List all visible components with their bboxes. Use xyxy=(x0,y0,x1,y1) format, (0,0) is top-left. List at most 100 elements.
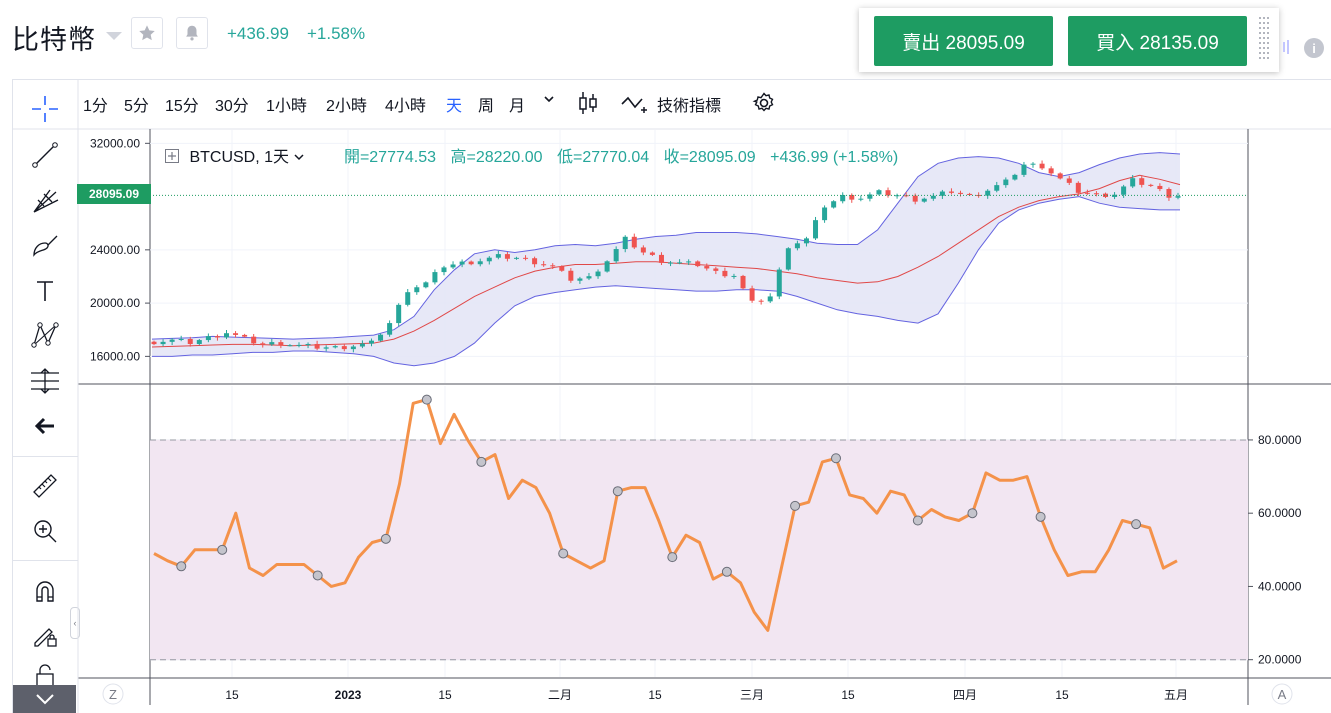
chevron-down-icon[interactable] xyxy=(106,32,122,40)
interval-4[interactable]: 1小時 xyxy=(266,98,307,115)
legend-expand-icon[interactable] xyxy=(165,149,179,163)
candle-body xyxy=(604,261,610,272)
candle-body xyxy=(396,304,402,324)
interval-7[interactable]: 天 xyxy=(446,98,463,115)
fib-fan-icon[interactable] xyxy=(26,184,64,218)
collapse-toolbar-button[interactable] xyxy=(13,685,76,713)
candle-body xyxy=(305,343,311,345)
candle-body xyxy=(921,198,927,202)
indicators-button[interactable]: 技術指標 xyxy=(657,98,722,115)
rsi-marker xyxy=(380,533,391,544)
ruler-icon[interactable] xyxy=(26,469,64,503)
candle-body xyxy=(1048,168,1054,174)
unlock-icon[interactable] xyxy=(26,664,64,686)
rsi-marker xyxy=(312,570,323,581)
candle-body xyxy=(495,254,501,258)
crosshair-icon[interactable] xyxy=(26,92,64,126)
legend-high: 高=28220.00 xyxy=(450,149,543,166)
interval-3[interactable]: 30分 xyxy=(215,98,249,115)
candle-body xyxy=(867,194,873,199)
interval-5[interactable]: 2小時 xyxy=(326,98,367,115)
candle-body xyxy=(695,261,701,267)
candle-body xyxy=(1166,189,1172,198)
time-tick-label: 五月 xyxy=(1164,688,1188,702)
interval-2[interactable]: 15分 xyxy=(165,98,199,115)
candle-body xyxy=(1030,163,1036,165)
candlestick-type-icon[interactable] xyxy=(578,90,598,121)
interval-1[interactable]: 5分 xyxy=(124,98,149,115)
candle-body xyxy=(930,195,936,199)
interval-8[interactable]: 周 xyxy=(478,98,495,115)
forecast-tool-icon[interactable] xyxy=(26,364,64,398)
text-tool-icon[interactable] xyxy=(26,274,64,308)
indicators-icon[interactable] xyxy=(620,94,654,119)
candle-body xyxy=(840,194,846,202)
legend-open: 開=27774.53 xyxy=(343,149,437,166)
time-tick-label: 2023 xyxy=(335,688,362,702)
candle-body xyxy=(523,257,529,259)
magnet-icon[interactable] xyxy=(26,574,64,608)
hidden-bars-icon xyxy=(1283,40,1289,54)
drag-handle-icon[interactable] xyxy=(1259,17,1271,63)
candle-body xyxy=(541,264,547,266)
trend-line-icon[interactable] xyxy=(26,138,64,172)
candle-body xyxy=(550,265,556,267)
rsi-line xyxy=(153,398,1178,632)
symbol-title[interactable]: 比特幣 xyxy=(12,25,96,55)
candle-body xyxy=(1039,163,1045,169)
sell-button[interactable]: 賣出 28095.09 xyxy=(874,16,1053,66)
candle-body xyxy=(1057,173,1063,179)
toolbar-divider xyxy=(12,560,78,561)
hide-toolbar-handle[interactable]: ‹ xyxy=(70,607,80,639)
candle-body xyxy=(1093,193,1099,195)
candle-body xyxy=(296,344,302,346)
rsi-marker xyxy=(612,486,623,497)
time-tick-label: 15 xyxy=(841,688,855,702)
candle-body xyxy=(486,257,492,262)
candle-body xyxy=(1012,174,1018,180)
lock-drawing-icon[interactable] xyxy=(26,618,64,652)
pattern-tool-icon[interactable] xyxy=(26,318,64,352)
z-axis-button[interactable]: Z xyxy=(109,687,117,702)
zoom-in-icon[interactable] xyxy=(26,514,64,548)
rsi-marker xyxy=(967,508,978,519)
candle-body xyxy=(251,336,257,344)
alert-bell-button[interactable] xyxy=(176,17,208,49)
auto-scale-button[interactable]: A xyxy=(1278,687,1287,702)
brush-icon[interactable] xyxy=(26,229,64,263)
settings-gear-icon[interactable] xyxy=(752,91,776,120)
legend-change: +436.99 (+1.58%) xyxy=(770,149,899,166)
interval-0[interactable]: 1分 xyxy=(83,98,108,115)
candle-body xyxy=(269,342,275,345)
time-tick-label: 三月 xyxy=(740,688,764,702)
time-tick-label: 四月 xyxy=(953,688,977,702)
rsi-marker xyxy=(176,561,187,572)
candle-body xyxy=(577,278,583,281)
interval-dropdown-chevron-icon[interactable] xyxy=(542,92,556,111)
candle-body xyxy=(468,261,474,265)
candle-body xyxy=(260,343,266,345)
chevron-down-icon[interactable] xyxy=(293,152,305,162)
candle-body xyxy=(731,275,737,277)
candle-body xyxy=(1148,184,1154,186)
rsi-marker xyxy=(421,394,432,405)
buy-button[interactable]: 買入 28135.09 xyxy=(1068,16,1247,66)
toolbar-divider xyxy=(12,456,78,457)
candle-body xyxy=(1139,178,1145,185)
legend-symbol[interactable]: BTCUSD, 1天 xyxy=(189,149,290,166)
current-price-label: 28095.09 xyxy=(77,184,151,204)
candle-body xyxy=(278,342,284,346)
interval-6[interactable]: 4小時 xyxy=(385,98,426,115)
interval-9[interactable]: 月 xyxy=(509,98,526,115)
candle-body xyxy=(242,334,248,337)
favorite-star-button[interactable] xyxy=(131,17,163,49)
candle-body xyxy=(151,341,157,345)
candle-body xyxy=(994,185,1000,191)
info-icon[interactable]: i xyxy=(1304,38,1324,58)
candle-body xyxy=(378,334,384,341)
z-axis-button-ring xyxy=(102,683,124,705)
candle-body xyxy=(160,341,166,345)
candle-body xyxy=(350,346,356,350)
back-arrow-icon[interactable] xyxy=(26,409,64,443)
